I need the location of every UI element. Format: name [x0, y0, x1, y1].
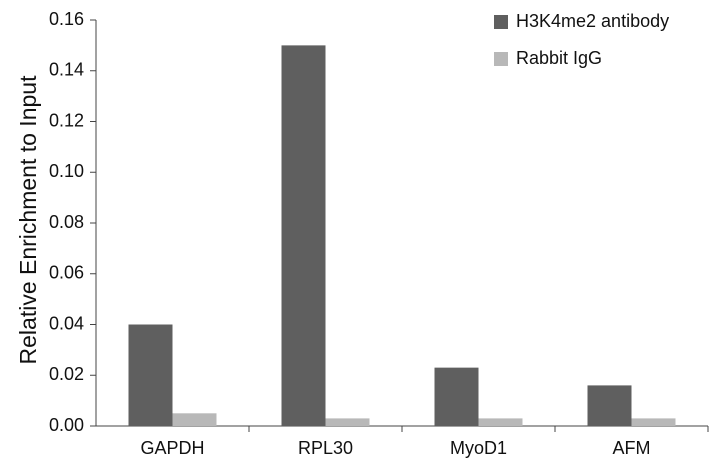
x-category-label: AFM — [613, 438, 651, 458]
y-tick-label: 0.12 — [49, 110, 84, 130]
bar-rabbit-igg-rpl30 — [325, 418, 370, 426]
y-tick-label: 0.02 — [49, 364, 84, 384]
bar-rabbit-igg-gapdh — [172, 413, 217, 426]
y-tick-label: 0.16 — [49, 9, 84, 29]
bar-h3k4me2-myod1 — [434, 367, 479, 426]
x-category-label: RPL30 — [298, 438, 353, 458]
legend-label: Rabbit IgG — [516, 48, 602, 68]
bar-rabbit-igg-afm — [631, 418, 676, 426]
bar-h3k4me2-gapdh — [128, 324, 173, 426]
y-tick-label: 0.08 — [49, 212, 84, 232]
y-tick-label: 0.14 — [49, 60, 84, 80]
y-axis-title: Relative Enrichment to Input — [15, 75, 41, 365]
x-category-label: GAPDH — [140, 438, 204, 458]
y-tick-label: 0.06 — [49, 263, 84, 283]
bar-h3k4me2-afm — [587, 385, 632, 426]
bar-rabbit-igg-myod1 — [478, 418, 523, 426]
bar-h3k4me2-rpl30 — [281, 45, 326, 426]
y-tick-label: 0.00 — [49, 415, 84, 435]
y-tick-label: 0.10 — [49, 161, 84, 181]
legend-label: H3K4me2 antibody — [516, 11, 669, 31]
x-category-label: MyoD1 — [450, 438, 507, 458]
legend-swatch — [494, 52, 508, 66]
legend-swatch — [494, 15, 508, 29]
y-tick-label: 0.04 — [49, 313, 84, 333]
